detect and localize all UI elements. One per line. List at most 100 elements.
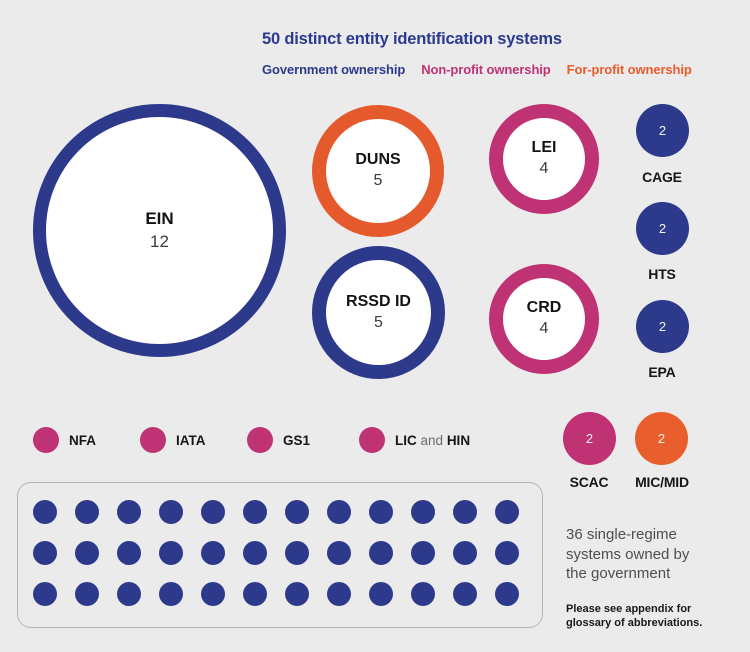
grid-dot bbox=[369, 500, 393, 524]
nfa-label: NFA bbox=[69, 432, 96, 448]
bubble-crd-count: 4 bbox=[539, 320, 549, 337]
grid-caption-line3: the government bbox=[566, 565, 671, 582]
grid-dot bbox=[33, 541, 57, 565]
bubble-ein: EIN 12 bbox=[33, 104, 286, 357]
grid-dot bbox=[201, 541, 225, 565]
bubble-epa: 2 bbox=[636, 300, 689, 353]
bubble-crd-text: CRD 4 bbox=[527, 298, 562, 340]
grid-dot bbox=[243, 500, 267, 524]
hin-label: HIN bbox=[446, 432, 471, 448]
grid-dot bbox=[159, 582, 183, 606]
grid-caption: 36 single-regime systems owned by the go… bbox=[566, 525, 689, 584]
footnote-line1: Please see appendix for bbox=[566, 603, 692, 615]
grid-dot bbox=[453, 541, 477, 565]
bubble-hts-label: HTS bbox=[648, 266, 676, 282]
government-grid-box bbox=[17, 482, 543, 628]
bubble-scac-count: 2 bbox=[585, 431, 594, 446]
bubble-epa-label: EPA bbox=[648, 364, 676, 380]
footnote-line2: glossary of abbreviations. bbox=[566, 616, 703, 629]
lic-hin-label: LIC and HIN bbox=[395, 433, 470, 448]
legend-government: Government ownership bbox=[262, 62, 406, 77]
bubble-ein-text: EIN 12 bbox=[145, 208, 173, 252]
grid-dot bbox=[369, 582, 393, 606]
grid-dot bbox=[327, 582, 351, 606]
gs1-label: GS1 bbox=[283, 432, 311, 448]
single-system-iata: IATA bbox=[140, 427, 206, 453]
grid-dot bbox=[411, 500, 435, 524]
grid-dot bbox=[285, 541, 309, 565]
bubble-duns-name: DUNS bbox=[355, 151, 401, 169]
government-grid bbox=[33, 500, 519, 606]
grid-dot bbox=[75, 541, 99, 565]
bubble-mic-mid: 2 bbox=[635, 412, 688, 465]
grid-dot bbox=[33, 500, 57, 524]
bubble-cage-label: CAGE bbox=[642, 169, 682, 185]
footnote: Please see appendix for glossary of abbr… bbox=[566, 603, 702, 630]
grid-dot bbox=[495, 500, 519, 524]
bubble-cage: 2 bbox=[636, 104, 689, 157]
bubble-ein-name: EIN bbox=[145, 209, 174, 229]
grid-dot bbox=[285, 582, 309, 606]
grid-dot bbox=[285, 500, 309, 524]
bubble-lei-count: 4 bbox=[539, 160, 549, 177]
bubble-hts: 2 bbox=[636, 202, 689, 255]
page-title: 50 distinct entity identification system… bbox=[262, 30, 562, 48]
single-system-lic-hin: LIC and HIN bbox=[359, 427, 470, 453]
grid-dot bbox=[75, 500, 99, 524]
bubble-duns: DUNS 5 bbox=[312, 105, 444, 237]
gs1-dot bbox=[247, 427, 273, 453]
grid-dot bbox=[495, 582, 519, 606]
iata-dot bbox=[140, 427, 166, 453]
legend-non-profit: Non-profit ownership bbox=[421, 62, 551, 77]
bubble-duns-text: DUNS 5 bbox=[355, 150, 400, 192]
grid-caption-line2: systems owned by bbox=[566, 545, 690, 563]
lic-label: LIC bbox=[395, 432, 417, 448]
bubble-lei: LEI 4 bbox=[489, 104, 599, 214]
bubble-mic-mid-label: MIC/MID bbox=[635, 474, 689, 490]
bubble-cage-count: 2 bbox=[658, 123, 667, 138]
grid-dot bbox=[453, 582, 477, 606]
grid-dot bbox=[327, 541, 351, 565]
grid-dot bbox=[201, 500, 225, 524]
bubble-rssd-id-text: RSSD ID 5 bbox=[346, 292, 411, 334]
nfa-dot bbox=[33, 427, 59, 453]
bubble-hts-count: 2 bbox=[658, 221, 667, 236]
legend: Government ownership Non-profit ownershi… bbox=[262, 62, 692, 77]
grid-dot bbox=[411, 541, 435, 565]
bubble-crd-name: CRD bbox=[526, 299, 562, 317]
single-system-gs1: GS1 bbox=[247, 427, 310, 453]
grid-dot bbox=[243, 582, 267, 606]
bubble-rssd-id-name: RSSD ID bbox=[346, 292, 411, 310]
grid-dot bbox=[117, 582, 141, 606]
bubble-mic-mid-count: 2 bbox=[657, 431, 666, 446]
bubble-duns-count: 5 bbox=[373, 172, 383, 189]
grid-dot bbox=[117, 541, 141, 565]
legend-for-profit: For-profit ownership bbox=[566, 62, 692, 77]
grid-dot bbox=[495, 541, 519, 565]
bubble-epa-count: 2 bbox=[658, 319, 667, 334]
lic-hin-dot bbox=[359, 427, 385, 453]
bubble-ein-count: 12 bbox=[150, 231, 169, 251]
grid-dot bbox=[411, 582, 435, 606]
grid-dot bbox=[33, 582, 57, 606]
bubble-lei-name: LEI bbox=[531, 139, 557, 157]
grid-dot bbox=[75, 582, 99, 606]
bubble-rssd-id: RSSD ID 5 bbox=[312, 246, 445, 379]
grid-dot bbox=[243, 541, 267, 565]
grid-dot bbox=[201, 582, 225, 606]
grid-dot bbox=[327, 500, 351, 524]
bubble-rssd-id-count: 5 bbox=[374, 313, 383, 331]
grid-dot bbox=[453, 500, 477, 524]
grid-dot bbox=[159, 500, 183, 524]
grid-dot bbox=[369, 541, 393, 565]
bubble-crd: CRD 4 bbox=[489, 264, 599, 374]
grid-dot bbox=[117, 500, 141, 524]
and-text: and bbox=[420, 432, 444, 448]
bubble-lei-text: LEI 4 bbox=[532, 138, 557, 180]
grid-dot bbox=[159, 541, 183, 565]
bubble-scac: 2 bbox=[563, 412, 616, 465]
single-system-nfa: NFA bbox=[33, 427, 96, 453]
iata-label: IATA bbox=[176, 432, 206, 448]
bubble-scac-label: SCAC bbox=[569, 474, 609, 490]
